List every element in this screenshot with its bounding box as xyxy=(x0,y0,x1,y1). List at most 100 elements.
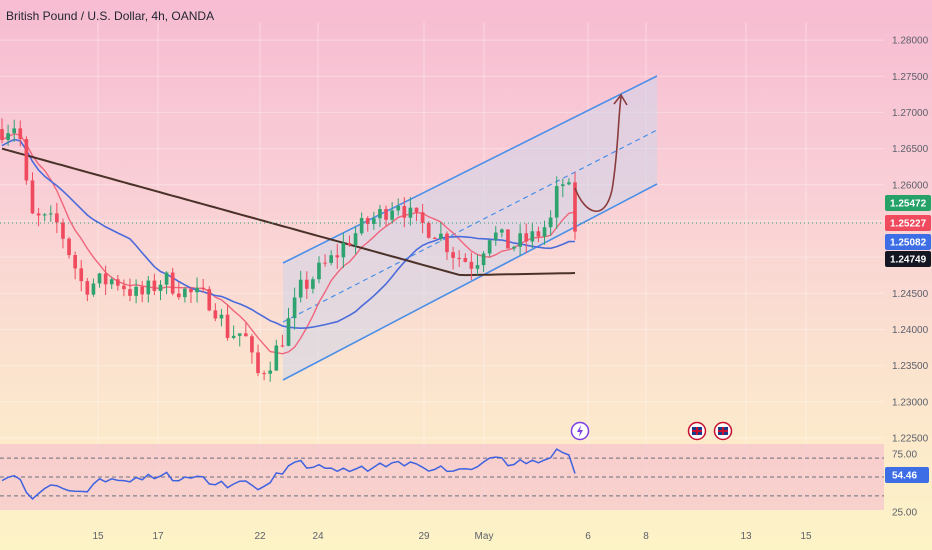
candle-body[interactable] xyxy=(298,279,303,298)
candle-body[interactable] xyxy=(73,255,77,269)
candle-body[interactable] xyxy=(183,288,187,298)
candle-body[interactable] xyxy=(292,297,297,319)
candle-body[interactable] xyxy=(231,335,236,338)
candle-body[interactable] xyxy=(573,182,577,232)
candle-body[interactable] xyxy=(335,255,340,258)
channel-median-line[interactable] xyxy=(282,129,658,323)
candle-body[interactable] xyxy=(432,237,437,239)
candle-body[interactable] xyxy=(195,287,199,293)
candle-body[interactable] xyxy=(55,213,59,223)
candle-body[interactable] xyxy=(420,212,425,223)
candle-body[interactable] xyxy=(524,233,529,242)
candle-body[interactable] xyxy=(128,289,132,296)
candle-body[interactable] xyxy=(134,286,138,296)
candle-body[interactable] xyxy=(146,280,151,295)
candle-body[interactable] xyxy=(408,207,413,218)
candle-body[interactable] xyxy=(353,233,358,246)
candle-body[interactable] xyxy=(262,373,266,375)
candle-body[interactable] xyxy=(207,289,212,311)
candle-body[interactable] xyxy=(0,129,4,140)
candle-body[interactable] xyxy=(414,207,419,213)
candle-body[interactable] xyxy=(18,128,23,140)
candle-body[interactable] xyxy=(213,310,218,319)
candle-body[interactable] xyxy=(469,261,474,269)
candle-body[interactable] xyxy=(61,222,65,239)
candle-body[interactable] xyxy=(396,206,401,211)
candle-body[interactable] xyxy=(85,281,90,295)
candle-body[interactable] xyxy=(426,222,431,238)
candle-body[interactable] xyxy=(365,218,370,224)
candle-body[interactable] xyxy=(237,333,242,336)
candle-body[interactable] xyxy=(140,286,145,295)
candle-body[interactable] xyxy=(103,273,108,285)
candle-body[interactable] xyxy=(500,229,504,233)
candle-body[interactable] xyxy=(390,210,394,220)
candle-body[interactable] xyxy=(475,265,480,269)
candle-body[interactable] xyxy=(48,213,53,215)
candle-body[interactable] xyxy=(189,288,193,293)
candle-body[interactable] xyxy=(372,218,376,224)
candle-body[interactable] xyxy=(384,209,388,220)
candle-body[interactable] xyxy=(158,284,163,291)
candle-body[interactable] xyxy=(109,279,114,285)
candle-body[interactable] xyxy=(91,283,96,295)
candle-body[interactable] xyxy=(548,217,553,228)
candle-body[interactable] xyxy=(274,345,279,371)
candle-body[interactable] xyxy=(30,180,35,214)
projection-arrow-path[interactable] xyxy=(574,96,622,212)
candle-body[interactable] xyxy=(122,285,126,290)
candle-body[interactable] xyxy=(512,246,516,249)
candle-body[interactable] xyxy=(280,345,285,347)
candle-body[interactable] xyxy=(567,182,571,185)
candle-body[interactable] xyxy=(152,280,157,291)
candle-body[interactable] xyxy=(317,262,321,280)
candle-body[interactable] xyxy=(341,243,346,258)
candle-body[interactable] xyxy=(323,262,327,264)
candle-body[interactable] xyxy=(554,186,559,218)
candle-body[interactable] xyxy=(493,232,498,241)
candle-body[interactable] xyxy=(201,287,205,290)
candle-body[interactable] xyxy=(97,273,102,284)
candle-body[interactable] xyxy=(170,272,175,294)
candle-body[interactable] xyxy=(36,213,41,216)
candle-body[interactable] xyxy=(219,314,224,319)
candle-body[interactable] xyxy=(518,233,522,247)
candle-body[interactable] xyxy=(250,336,254,353)
candle-body[interactable] xyxy=(506,229,510,249)
candle-body[interactable] xyxy=(457,257,462,259)
candle-body[interactable] xyxy=(24,139,29,181)
candle-body[interactable] xyxy=(12,128,17,134)
channel-lower-line[interactable] xyxy=(282,183,658,381)
candle-body[interactable] xyxy=(286,318,291,346)
candle-body[interactable] xyxy=(542,227,547,237)
candle-body[interactable] xyxy=(42,214,47,216)
candle-body[interactable] xyxy=(244,333,248,337)
candle-body[interactable] xyxy=(176,293,181,298)
candle-body[interactable] xyxy=(463,258,468,262)
candle-body[interactable] xyxy=(164,272,169,285)
candle-body[interactable] xyxy=(487,240,492,254)
candle-body[interactable] xyxy=(560,184,565,187)
candle-body[interactable] xyxy=(115,279,120,286)
candle-body[interactable] xyxy=(378,209,382,219)
candle-body[interactable] xyxy=(439,233,443,239)
candle-body[interactable] xyxy=(256,352,260,374)
ma-fast-line[interactable] xyxy=(1,133,576,355)
candle-body[interactable] xyxy=(311,279,315,289)
candle-body[interactable] xyxy=(530,231,535,242)
candle-body[interactable] xyxy=(304,279,309,289)
candle-body[interactable] xyxy=(445,233,449,253)
candle-body[interactable] xyxy=(6,133,10,140)
candle-body[interactable] xyxy=(359,218,364,234)
candle-body[interactable] xyxy=(67,238,71,256)
candle-body[interactable] xyxy=(79,268,84,282)
channel-upper-line[interactable] xyxy=(282,75,658,264)
candle-body[interactable] xyxy=(402,206,407,218)
candle-body[interactable] xyxy=(481,253,486,266)
candle-body[interactable] xyxy=(268,370,273,374)
candle-body[interactable] xyxy=(347,243,352,246)
candle-body[interactable] xyxy=(329,255,333,263)
candle-body[interactable] xyxy=(536,231,541,237)
candle-body[interactable] xyxy=(451,252,455,258)
